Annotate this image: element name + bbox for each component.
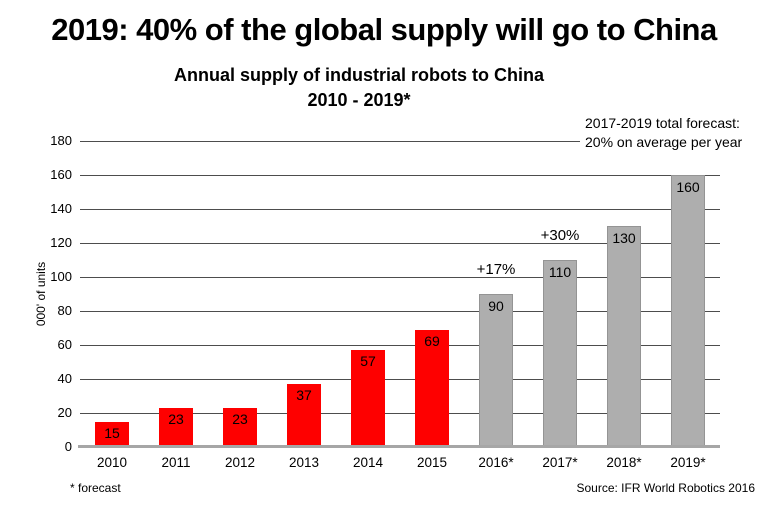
source-label: Source: IFR World Robotics 2016: [576, 481, 755, 495]
bar-2019-forecast: 160: [671, 175, 705, 447]
bar-value-label: 57: [360, 353, 376, 370]
bar-2010: 15: [95, 421, 129, 447]
bar-2013: 37: [287, 384, 321, 447]
y-tick-0: 0: [64, 439, 72, 454]
bar-value-label: 15: [104, 424, 120, 441]
gridline-40: [80, 379, 720, 380]
y-tick-140: 140: [50, 201, 72, 216]
gridline-60: [80, 345, 720, 346]
forecast-annotation: 2017-2019 total forecast: 20% on average…: [580, 112, 748, 155]
bar-value-label: 37: [296, 387, 312, 404]
forecast-annotation-line2: 20% on average per year: [585, 134, 743, 150]
x-tick-2014: 2014: [352, 455, 384, 470]
bar-2015: 69: [415, 329, 449, 447]
chart-subtitle: 2010 - 2019*: [307, 90, 411, 110]
chart-title-block: Annual supply of industrial robots to Ch…: [0, 64, 718, 111]
plot-area: 0 20 40 60 80 100 120 140 160 180 15 2010 23 2011 23 20…: [50, 133, 720, 470]
bar-2016-forecast: 90: [479, 294, 513, 447]
bar-2017-forecast: 110: [543, 260, 577, 447]
y-tick-160: 160: [50, 167, 72, 182]
bar-2012: 23: [223, 407, 257, 447]
x-tick-2010: 2010: [96, 455, 128, 470]
forecast-annotation-line1: 2017-2019 total forecast:: [585, 115, 740, 131]
bar-2014: 57: [351, 350, 385, 447]
y-tick-20: 20: [57, 405, 72, 420]
x-tick-2016-forecast: 2016*: [478, 455, 514, 470]
y-tick-80: 80: [57, 303, 72, 318]
x-tick-2015: 2015: [416, 455, 448, 470]
bar-value-label: 23: [168, 410, 184, 427]
bar-value-label: 69: [424, 332, 440, 349]
x-tick-2019-forecast: 2019*: [670, 455, 706, 470]
y-tick-100: 100: [50, 269, 72, 284]
x-tick-2017-forecast: 2017*: [542, 455, 578, 470]
x-tick-2013: 2013: [288, 455, 320, 470]
bar-value-label: 23: [232, 410, 248, 427]
bar-2018-forecast: 130: [607, 226, 641, 447]
bar-value-label: 130: [612, 230, 636, 246]
forecast-footnote: * forecast: [70, 481, 121, 495]
gridline-80: [80, 311, 720, 312]
x-tick-2011: 2011: [161, 455, 191, 470]
bar-value-label: 110: [548, 264, 572, 280]
bar-value-label: 90: [488, 298, 504, 314]
gridline-160: [80, 175, 720, 176]
x-tick-2018-forecast: 2018*: [606, 455, 642, 470]
bar-2011: 23: [159, 407, 193, 447]
x-tick-2012: 2012: [224, 455, 256, 470]
growth-label-2016-forecast: +17%: [476, 261, 516, 278]
chart-title: Annual supply of industrial robots to Ch…: [174, 65, 544, 85]
gridline-20: [80, 413, 720, 414]
gridline-120: [80, 243, 720, 244]
gridline-100: [80, 277, 720, 278]
x-axis-line: [78, 445, 720, 448]
y-tick-180: 180: [50, 133, 72, 148]
y-tick-120: 120: [50, 235, 72, 250]
growth-label-2017-forecast: +30%: [540, 227, 580, 244]
y-tick-60: 60: [57, 337, 72, 352]
page-title: 2019: 40% of the global supply will go t…: [51, 12, 717, 47]
gridline-140: [80, 209, 720, 210]
bar-value-label: 160: [676, 179, 700, 195]
gridline-180: [80, 141, 720, 142]
y-tick-40: 40: [57, 371, 72, 386]
